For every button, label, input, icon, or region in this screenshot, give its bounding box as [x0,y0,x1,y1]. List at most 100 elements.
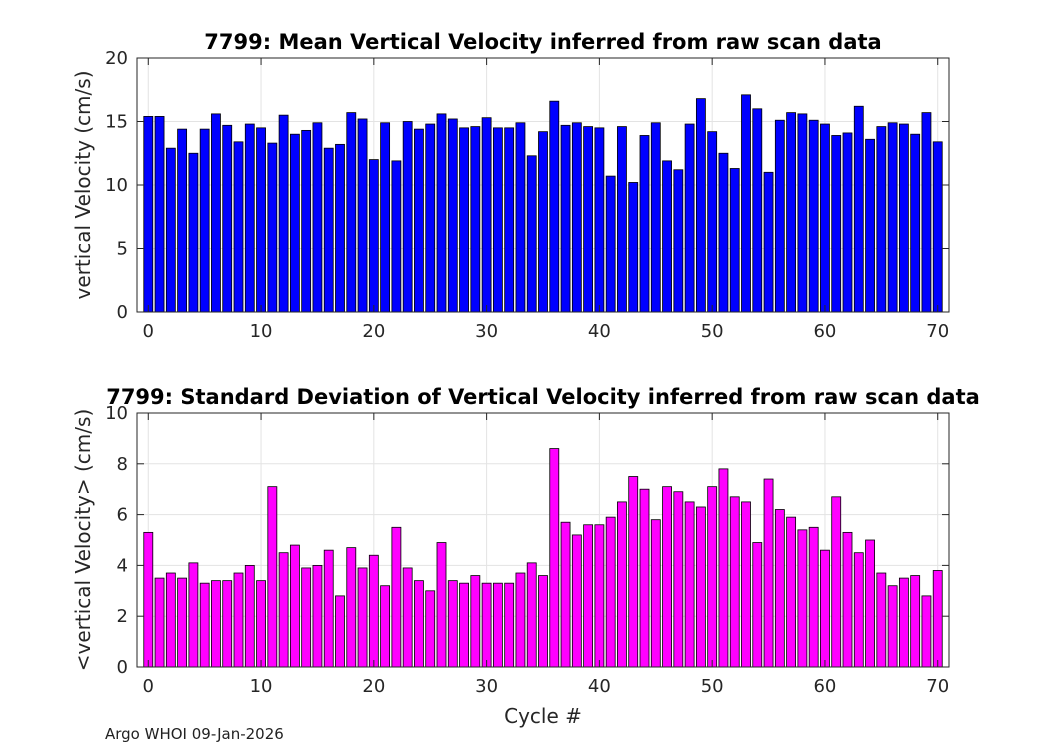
bar-cycle-41 [605,516,616,668]
bar-cycle-53 [741,94,751,313]
bar-cycle-62 [842,132,853,313]
bar-cycle-64 [865,138,875,313]
bar-cycle-13 [289,544,300,668]
bar-cycle-50 [707,486,718,668]
bar-cycle-60 [820,123,830,313]
bar-cycle-2 [165,572,176,668]
bar-cycle-21 [380,122,391,313]
bar-cycle-44 [639,135,650,313]
bar-cycle-70 [932,141,943,313]
y-tick-label: 6 [117,505,128,526]
bar-cycle-55 [763,171,774,313]
bar-cycle-10 [256,580,266,668]
bar-cycle-62 [842,531,853,668]
x-tick-label: 30 [475,676,498,697]
bar-cycle-0 [143,531,154,668]
bar-cycle-14 [301,567,312,668]
bar-cycle-22 [391,160,402,313]
bar-cycle-42 [617,501,627,668]
bar-cycle-6 [211,580,221,668]
bar-cycle-17 [335,595,345,668]
bar-cycle-20 [368,554,379,668]
bar-cycle-64 [865,539,875,668]
bar-cycle-1 [154,116,165,313]
bar-cycle-23 [402,567,413,668]
bar-cycle-65 [876,126,887,313]
bar-cycle-4 [188,152,199,313]
bar-cycle-8 [233,141,244,313]
x-tick-label: 40 [588,676,611,697]
bar-cycle-44 [639,488,650,668]
bar-cycle-45 [650,122,661,313]
bar-cycle-66 [887,585,898,668]
bar-cycle-3 [177,128,188,313]
bar-cycle-13 [289,133,300,313]
bar-cycle-35 [538,131,548,313]
bar-cycle-12 [278,114,289,313]
y-tick-label: 20 [105,48,128,69]
bar-cycle-43 [628,476,639,668]
bar-cycle-5 [199,582,210,668]
x-tick-label: 40 [588,321,611,342]
bar-cycle-56 [774,119,785,313]
bar-cycle-47 [673,491,684,668]
chart-title: 7799: Standard Deviation of Vertical Vel… [106,385,980,409]
bar-cycle-9 [244,123,255,313]
bar-cycle-59 [808,119,819,313]
bar-cycle-12 [278,552,289,668]
bar-cycle-66 [887,122,898,313]
bar-cycle-39 [583,126,594,313]
bar-cycle-11 [267,486,278,668]
bar-cycle-58 [797,113,808,313]
bar-cycle-31 [492,582,503,668]
bar-cycle-25 [425,123,436,313]
bar-cycle-53 [741,501,751,668]
x-tick-label: 30 [475,321,498,342]
bar-cycle-11 [267,142,278,313]
bar-cycle-36 [549,448,560,668]
x-tick-label: 10 [250,676,273,697]
bar-cycle-68 [910,133,921,313]
bar-cycle-69 [921,112,932,313]
bar-cycle-54 [752,542,763,668]
bar-cycle-9 [244,565,255,668]
bar-cycle-28 [459,127,469,313]
bar-cycle-47 [673,169,684,313]
bar-cycle-61 [831,135,842,313]
bar-cycle-40 [594,524,605,668]
bar-cycle-6 [211,113,221,313]
bar-cycle-33 [515,122,526,313]
y-axis-label: <vertical Velocity> (cm/s) [71,409,95,672]
y-tick-label: 10 [105,175,128,196]
bar-cycle-51 [718,152,729,313]
bar-cycle-27 [447,118,458,313]
bar-cycle-38 [571,534,582,668]
bar-cycle-20 [368,159,379,313]
bar-cycle-34 [526,155,537,313]
y-tick-label: 5 [117,239,128,260]
bar-cycle-35 [538,575,548,668]
bar-cycle-22 [391,526,402,668]
y-tick-label: 4 [117,555,128,576]
bar-cycle-34 [526,562,537,668]
bar-cycle-8 [233,572,244,668]
bar-cycle-40 [594,127,605,313]
bar-cycle-29 [470,575,481,668]
y-tick-label: 0 [117,302,128,323]
bar-cycle-18 [346,547,357,668]
bar-cycle-17 [335,143,345,313]
bar-cycle-65 [876,572,887,668]
bar-cycle-16 [323,549,334,668]
bar-cycle-48 [684,123,695,313]
y-tick-label: 0 [117,657,128,678]
bar-cycle-61 [831,496,842,668]
bar-cycle-32 [504,127,515,313]
bar-cycle-7 [222,580,233,668]
y-tick-label: 10 [105,403,128,424]
bar-cycle-60 [820,549,830,668]
bar-cycle-7 [222,124,233,313]
bar-cycle-37 [560,521,571,668]
bar-cycle-63 [853,552,864,668]
bar-cycle-67 [898,123,909,313]
bar-cycle-54 [752,108,763,313]
